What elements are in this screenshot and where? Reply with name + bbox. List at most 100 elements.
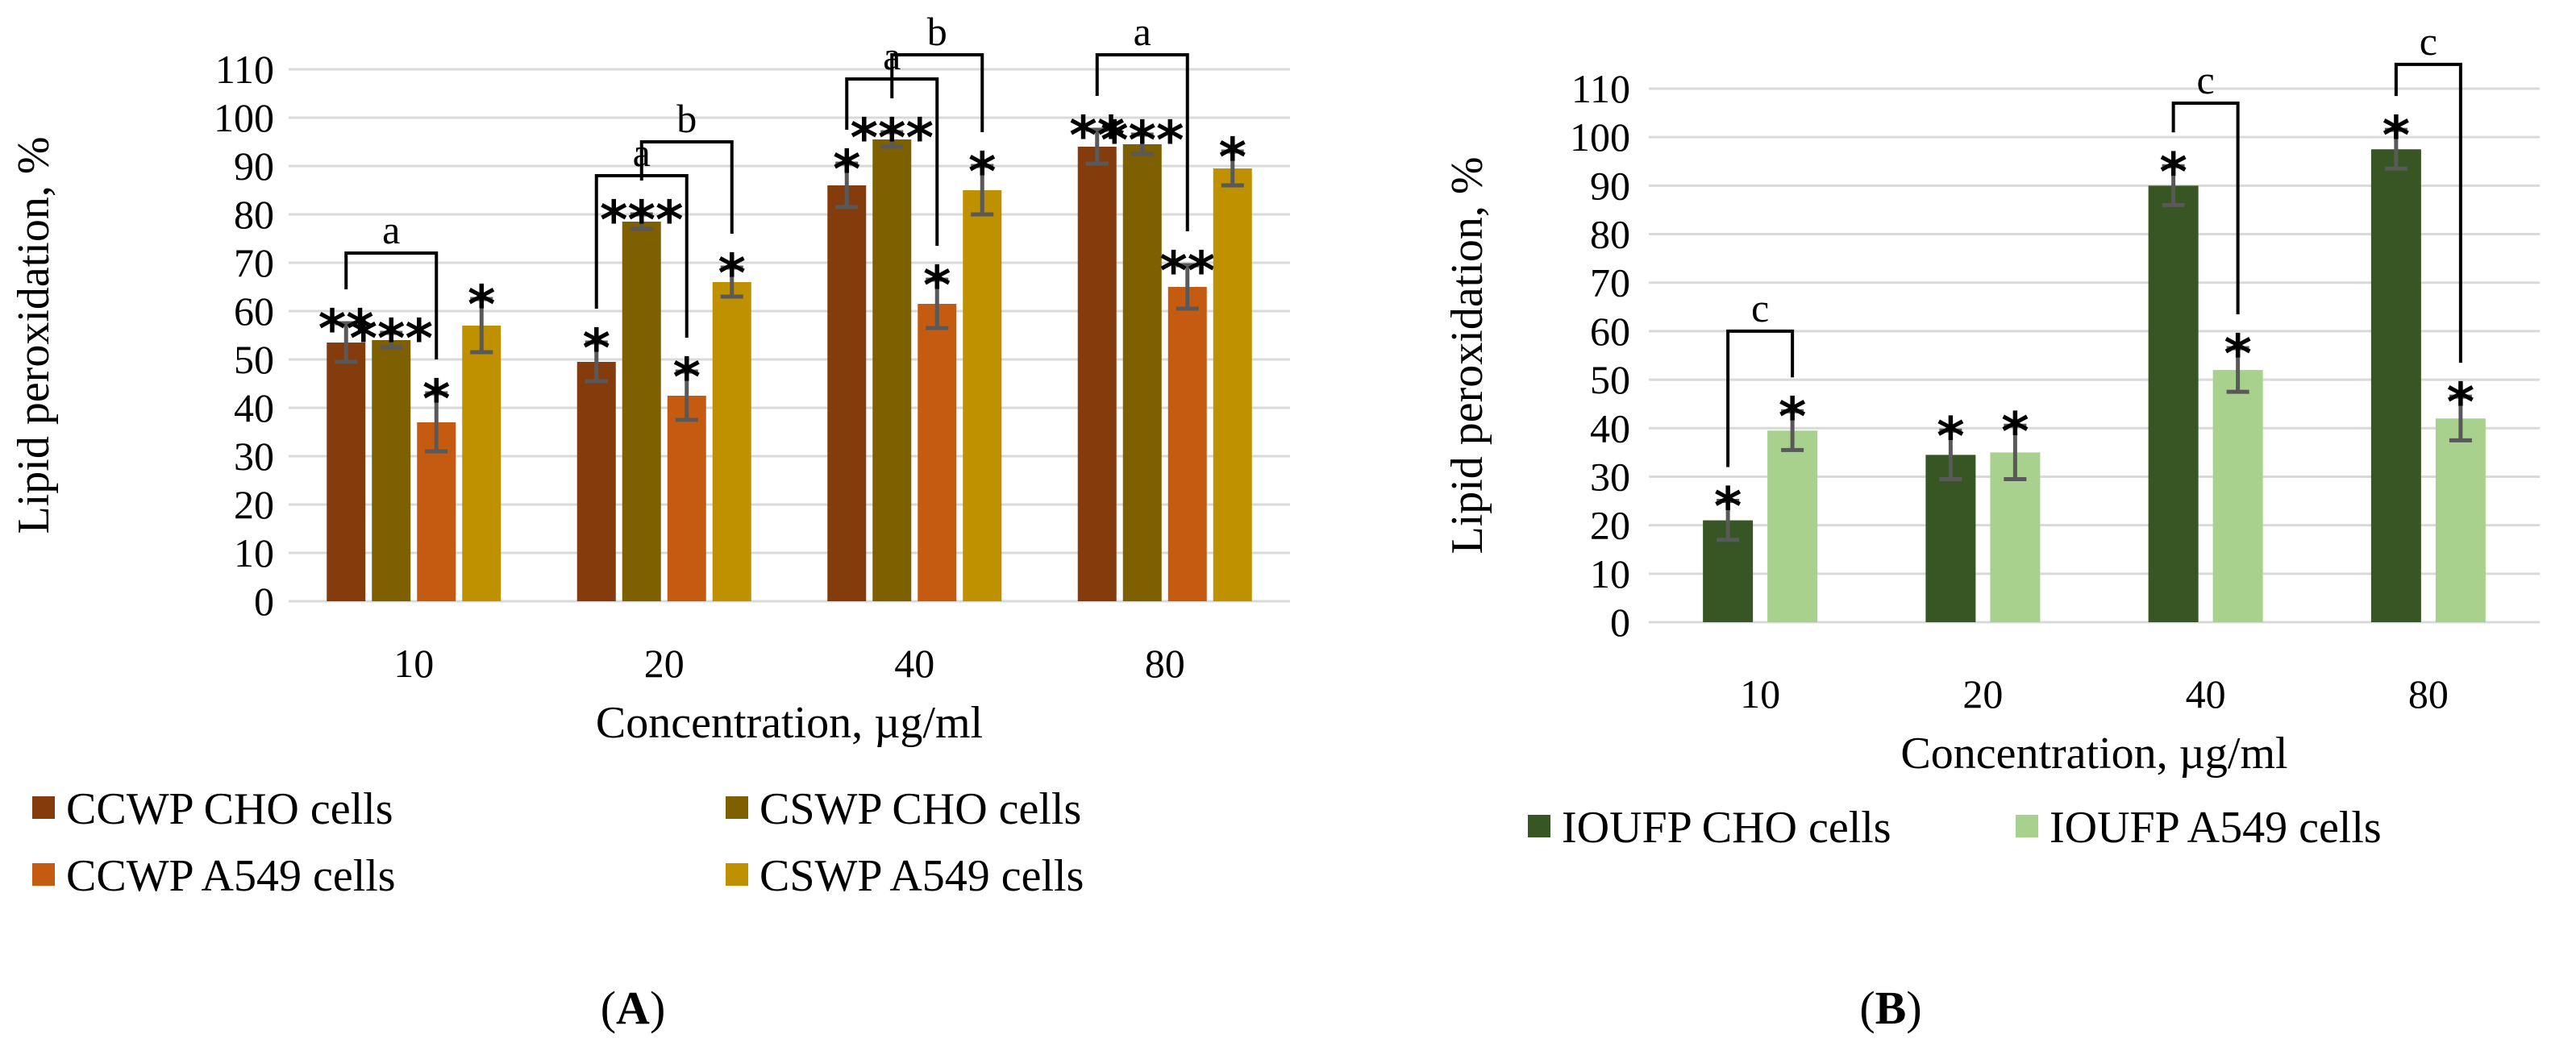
y-tick-label: 100 [1570, 114, 1630, 160]
legend-swatch [32, 863, 55, 886]
panel-label-paren: ) [1906, 982, 1921, 1034]
significance-mark: * [968, 141, 997, 203]
y-tick-label: 80 [1590, 212, 1630, 257]
legend-entry: CCWP A549 cells [66, 851, 396, 901]
x-tick-label: 10 [1740, 671, 1780, 716]
panel-label-letter: B [1875, 982, 1907, 1034]
x-tick-label: 40 [2186, 671, 2226, 716]
x-tick-label: 40 [894, 641, 934, 686]
legend-swatch [2016, 815, 2038, 837]
y-tick-label: 20 [1590, 503, 1630, 548]
significance-mark: * [2382, 105, 2411, 167]
significance-mark: *** [600, 189, 684, 251]
bar [462, 326, 501, 601]
y-tick-label: 80 [234, 192, 274, 237]
panel-label: (A) [601, 982, 666, 1034]
bar [1767, 430, 1818, 622]
x-axis-title: Concentration, µg/ml [1900, 729, 2287, 779]
y-tick-label: 0 [1610, 600, 1630, 645]
y-tick-label: 50 [234, 337, 274, 382]
y-tick-label: 10 [1590, 551, 1630, 596]
significance-mark: *** [1101, 110, 1184, 172]
significance-mark: * [923, 255, 951, 317]
significance-mark: * [718, 243, 746, 305]
significance-mark: * [2447, 372, 2475, 434]
bar [918, 304, 957, 601]
bar [1213, 168, 1252, 601]
comparison-bracket [1095, 53, 1189, 231]
x-tick-label: 80 [1145, 641, 1185, 686]
significance-mark: * [1218, 127, 1246, 189]
bracket-label: a [1134, 9, 1151, 54]
legend-entry: IOUFP CHO cells [1562, 803, 1891, 853]
comparison-bracket [344, 251, 439, 359]
bar [667, 396, 706, 601]
y-tick-label: 10 [234, 530, 274, 575]
y-tick-label: 90 [1590, 163, 1630, 208]
y-tick-label: 100 [214, 95, 274, 140]
y-axis-title: Lipid peroxidation, % [1442, 156, 1492, 554]
bar [963, 190, 1002, 601]
y-tick-label: 110 [215, 47, 274, 92]
bar [372, 340, 411, 601]
significance-mark: *** [850, 107, 934, 169]
bar [576, 362, 616, 601]
bar [1077, 147, 1117, 601]
significance-mark: * [582, 318, 610, 380]
y-tick-label: 70 [234, 240, 274, 285]
x-tick-label: 80 [2408, 671, 2449, 716]
bracket-label: b [927, 9, 947, 54]
significance-mark: * [2001, 401, 2029, 463]
panel-label-paren: ) [650, 982, 665, 1034]
bracket-label: a [382, 207, 400, 252]
bracket-label: c [2420, 19, 2437, 64]
bar [327, 343, 366, 601]
legend-swatch [32, 796, 55, 819]
legend-entry: CSWP CHO cells [759, 784, 1081, 834]
panel-label-paren: ( [1859, 982, 1875, 1034]
y-tick-label: 30 [234, 434, 274, 479]
bracket-label: c [1751, 285, 1769, 330]
significance-mark: * [2224, 323, 2252, 385]
y-tick-label: 40 [234, 385, 274, 430]
y-tick-label: 90 [234, 143, 274, 189]
significance-mark: * [422, 368, 451, 430]
legend-swatch [726, 863, 748, 886]
y-tick-label: 60 [234, 289, 274, 334]
significance-mark: *** [349, 308, 433, 370]
bar [827, 185, 867, 601]
panel-label-letter: A [616, 982, 650, 1034]
significance-mark: * [1714, 476, 1742, 538]
y-tick-label: 40 [1590, 405, 1630, 451]
legend-entry: CCWP CHO cells [66, 784, 393, 834]
bar [872, 139, 912, 601]
bar [2435, 418, 2486, 622]
x-axis-title: Concentration, µg/ml [596, 698, 983, 748]
y-tick-label: 110 [1571, 66, 1630, 111]
comparison-bracket [2394, 62, 2462, 363]
bar [1925, 455, 1976, 622]
legend-swatch [726, 796, 748, 819]
legend-entry: IOUFP A549 cells [2050, 803, 2382, 853]
bracket-label: c [2197, 57, 2215, 102]
legend-entry: CSWP A549 cells [759, 851, 1084, 901]
significance-mark: * [468, 274, 496, 336]
x-tick-label: 20 [1962, 671, 2003, 716]
comparison-bracket [2171, 102, 2240, 314]
significance-mark: ** [1069, 105, 1125, 167]
significance-mark: * [2159, 141, 2187, 203]
y-axis-title: Lipid peroxidation, % [9, 136, 59, 534]
comparison-bracket [890, 53, 984, 132]
significance-mark: * [1779, 386, 1807, 448]
bar [2212, 370, 2263, 622]
bar [2148, 185, 2199, 622]
y-tick-label: 30 [1590, 454, 1630, 499]
significance-mark: ** [1159, 240, 1215, 302]
x-tick-label: 20 [644, 641, 685, 686]
bracket-label: b [676, 96, 697, 141]
comparison-bracket [1726, 329, 1795, 467]
significance-mark: ** [318, 298, 374, 360]
significance-mark: * [833, 139, 861, 201]
